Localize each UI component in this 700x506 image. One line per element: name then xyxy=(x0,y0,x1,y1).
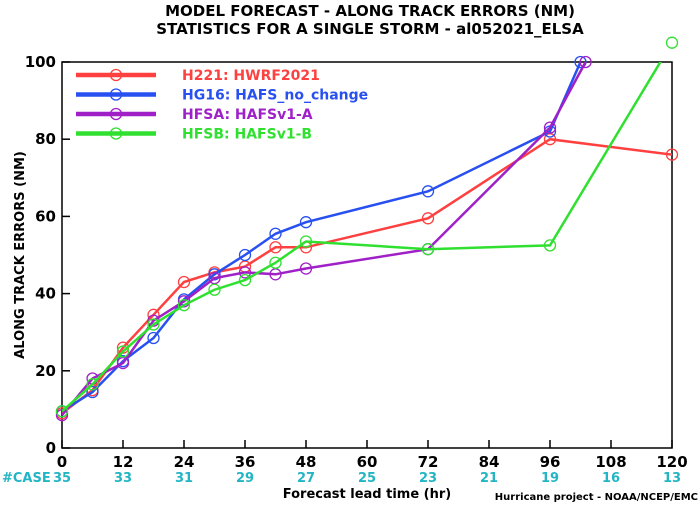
plot-area: 0 12 24 36 48 60 72 84 96 108 120 0 20 40 60 80 100 xyxy=(25,36,688,471)
case-count: 29 xyxy=(236,471,254,486)
legend-item: HFSB: HAFSv1-B xyxy=(76,127,312,143)
data-point xyxy=(147,331,160,345)
x-tick-label: 120 xyxy=(656,453,687,471)
x-tick-label: 24 xyxy=(174,453,195,471)
series-1 xyxy=(55,55,587,418)
series-2 xyxy=(55,55,592,422)
data-point xyxy=(55,405,69,418)
x-tick-label: 36 xyxy=(235,453,256,471)
data-point xyxy=(574,55,587,69)
case-count: 13 xyxy=(663,471,681,486)
credit-text: Hurricane project - NOAA/NCEP/EMC xyxy=(495,492,698,503)
x-tick-label: 96 xyxy=(540,453,561,471)
data-point xyxy=(299,216,313,229)
series-0 xyxy=(55,133,679,420)
y-axis: 0 20 40 60 80 100 xyxy=(25,53,70,457)
x-tick-label: 108 xyxy=(595,453,626,471)
x-tick-label: 84 xyxy=(479,453,500,471)
legend-label: HG16: HAFS_no_change xyxy=(182,88,368,104)
data-point xyxy=(86,378,99,391)
case-count: 27 xyxy=(297,471,315,486)
data-point xyxy=(116,345,130,358)
data-point xyxy=(269,227,282,240)
series-3 xyxy=(55,36,679,418)
case-count: 25 xyxy=(358,471,376,486)
series-line xyxy=(62,62,662,413)
legend-marker xyxy=(109,107,123,121)
y-tick-label: 20 xyxy=(35,362,56,380)
data-point xyxy=(665,36,679,49)
data-point xyxy=(299,262,313,275)
case-count: 31 xyxy=(175,471,193,486)
data-point xyxy=(579,55,592,69)
data-point xyxy=(208,268,221,281)
y-tick-label: 40 xyxy=(35,285,56,303)
chart-subtitle: STATISTICS FOR A SINGLE STORM - al052021… xyxy=(156,20,584,38)
legend-marker xyxy=(109,68,123,82)
data-point xyxy=(543,121,557,134)
data-point xyxy=(269,241,282,254)
y-axis-label: ALONG TRACK ERRORS (NM) xyxy=(13,151,28,359)
data-point xyxy=(147,318,160,331)
x-tick-label: 72 xyxy=(418,453,439,471)
x-tick-label: 0 xyxy=(57,453,67,471)
y-tick-label: 100 xyxy=(25,53,56,71)
data-point xyxy=(421,212,435,225)
legend-marker xyxy=(109,88,123,101)
x-axis-label: Forecast lead time (hr) xyxy=(283,487,451,502)
data-point xyxy=(421,185,435,198)
legend: H221: HWRF2021 HG16: HAFS_no_change HFSA: … xyxy=(76,68,368,143)
legend-label: HFSB: HAFSv1-B xyxy=(182,127,312,143)
y-tick-label: 0 xyxy=(46,439,56,457)
data-point xyxy=(177,275,191,289)
data-point xyxy=(238,266,252,279)
legend-label: HFSA: HAFSv1-A xyxy=(182,107,313,123)
case-count: 23 xyxy=(419,471,437,486)
data-point xyxy=(665,148,679,161)
case-count: 16 xyxy=(602,471,620,486)
data-point xyxy=(86,385,99,399)
legend-item: HFSA: HAFSv1-A xyxy=(76,107,313,123)
data-point xyxy=(238,248,252,262)
case-count: 35 xyxy=(53,471,71,486)
legend-item: H221: HWRF2021 xyxy=(76,68,320,84)
series-line xyxy=(62,137,672,415)
data-point xyxy=(543,239,557,252)
y-tick-label: 80 xyxy=(35,130,56,148)
data-point xyxy=(421,243,435,256)
plot-frame xyxy=(61,61,673,449)
case-count: 21 xyxy=(480,471,498,486)
x-tick-label: 12 xyxy=(113,453,134,471)
legend-item: HG16: HAFS_no_change xyxy=(76,88,368,104)
chart-title: MODEL FORECAST - ALONG TRACK ERRORS (NM) xyxy=(165,2,575,20)
x-tick-label: 48 xyxy=(296,453,317,471)
data-point xyxy=(299,235,313,248)
case-label: #CASE xyxy=(2,471,51,486)
data-point xyxy=(208,283,221,296)
data-point xyxy=(269,256,282,269)
data-point xyxy=(238,273,252,287)
x-axis: 0 12 24 36 48 60 72 84 96 108 120 xyxy=(57,440,688,471)
legend-marker xyxy=(109,127,123,140)
data-point xyxy=(177,299,191,312)
x-tick-label: 60 xyxy=(357,453,378,471)
series-layer xyxy=(55,36,679,422)
case-counts: 35 33 31 29 27 25 23 21 19 16 13 xyxy=(53,471,681,486)
legend-label: H221: HWRF2021 xyxy=(182,68,320,84)
case-count: 33 xyxy=(114,471,132,486)
case-count: 19 xyxy=(541,471,559,486)
y-tick-label: 60 xyxy=(35,207,56,225)
